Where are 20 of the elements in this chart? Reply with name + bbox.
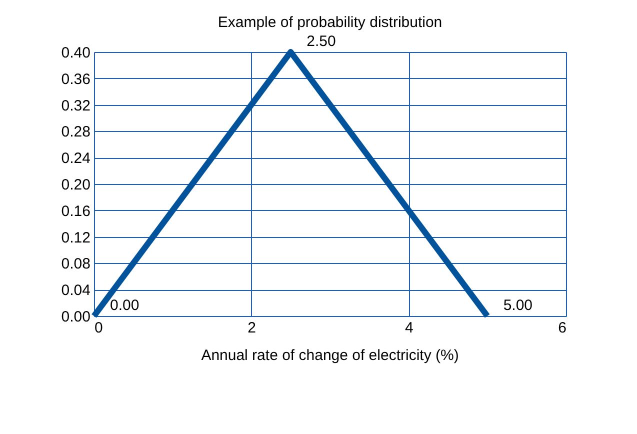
y-tick-label: 0.04 [61,282,90,300]
x-tick-label: 4 [404,320,414,336]
y-tick-label: 0.24 [61,150,90,168]
y-tick-label: 0.28 [61,124,90,141]
y-tick-label: 0.36 [61,70,90,88]
y-tick-label: 0.16 [61,202,90,220]
annotation: 2.50 [306,33,336,50]
y-tick-label: 0.00 [61,308,90,326]
y-tick-label: 0.40 [61,44,90,62]
y-tick-label: 0.08 [61,256,90,273]
y-tick-label: 0.32 [61,97,90,114]
chart-title: Example of probability distribution [218,14,442,31]
annotation: 5.00 [503,297,533,314]
y-tick-label: 0.20 [61,176,90,194]
x-tick-label: 2 [248,320,256,336]
y-tick-label: 0.12 [61,229,90,246]
x-tick-label: 0 [94,320,103,336]
x-tick-label: 6 [558,320,566,336]
x-axis-title: Annual rate of change of electricity (%) [201,347,459,364]
annotation: 0.00 [110,297,140,314]
